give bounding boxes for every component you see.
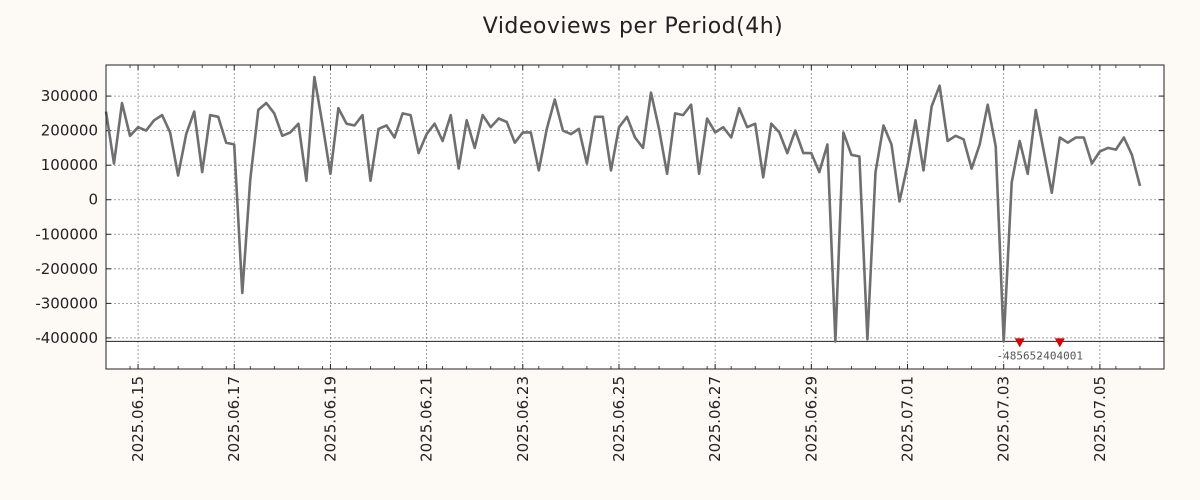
plot-area <box>106 65 1164 369</box>
clip-value-label: -404001 <box>1037 349 1083 362</box>
series-line <box>104 75 1142 343</box>
y-tick-label: 300000 <box>41 87 98 105</box>
x-tick-label: 2025.06.15 <box>129 376 147 462</box>
x-tick-label: 2025.07.03 <box>995 376 1013 462</box>
x-tick-label: 2025.06.25 <box>610 376 628 462</box>
y-tick-label: -400000 <box>35 329 98 347</box>
x-tick-label: 2025.06.29 <box>802 376 820 462</box>
x-tick-label: 2025.06.17 <box>225 376 243 462</box>
x-tick-label: 2025.06.23 <box>514 376 532 462</box>
clip-value-label: -485652 <box>997 349 1043 362</box>
y-tick-label: -300000 <box>35 294 98 312</box>
y-tick-label: -200000 <box>35 260 98 278</box>
x-tick-label: 2025.07.05 <box>1091 376 1109 462</box>
clip-marker <box>1014 338 1025 348</box>
x-tick-label: 2025.06.21 <box>418 376 436 462</box>
y-tick-label: -100000 <box>35 225 98 243</box>
x-tick-label: 2025.06.19 <box>321 376 339 462</box>
y-tick-label: 200000 <box>41 122 98 140</box>
chart-title: Videoviews per Period(4h) <box>482 14 784 39</box>
y-tick-label: 100000 <box>41 156 98 174</box>
y-tick-label: 0 <box>88 191 98 209</box>
plot-frame <box>105 64 1165 370</box>
clip-marker <box>1054 338 1065 348</box>
x-tick-label: 2025.06.27 <box>706 376 724 462</box>
x-tick-label: 2025.07.01 <box>899 376 917 462</box>
